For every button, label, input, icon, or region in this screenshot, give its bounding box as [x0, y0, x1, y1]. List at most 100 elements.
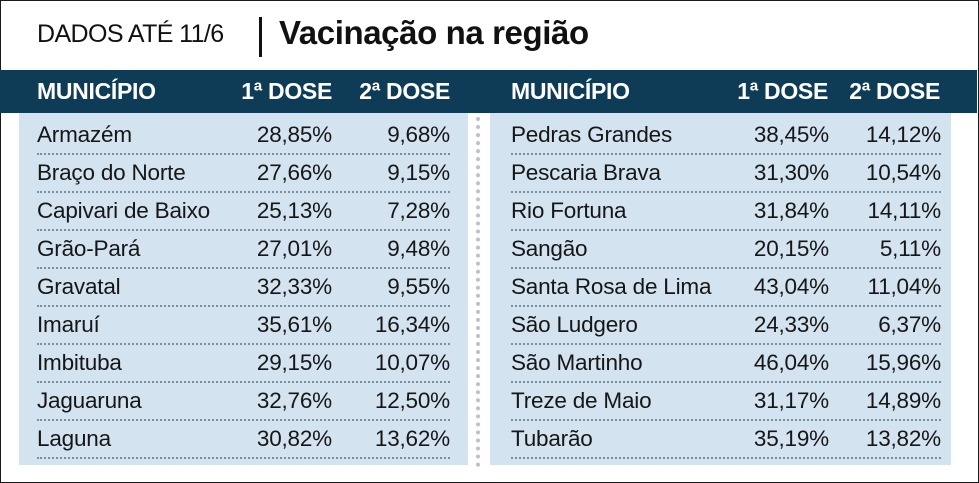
column-separator	[476, 117, 480, 467]
municipio-cell: Jaguaruna	[37, 388, 142, 413]
table-row: São Ludgero 24,33% 6,37%	[511, 307, 941, 345]
dose2-cell: 16,34%	[374, 312, 450, 337]
dose2-cell: 7,28%	[387, 198, 450, 223]
row-divider	[511, 457, 941, 459]
row-divider	[37, 305, 450, 307]
dose2-cell: 11,04%	[867, 274, 942, 299]
dose1-cell: 31,84%	[753, 198, 829, 223]
table-row: Braço do Norte 27,66% 9,15%	[37, 155, 450, 193]
row-divider	[37, 229, 450, 231]
row-divider	[37, 419, 450, 421]
row-divider	[511, 305, 941, 307]
municipio-cell: Santa Rosa de Lima	[511, 274, 712, 299]
dose2-cell: 9,55%	[387, 274, 450, 299]
municipio-cell: Capivari de Baixo	[37, 198, 210, 223]
dose1-cell: 27,01%	[256, 236, 332, 261]
municipio-cell: Tubarão	[511, 426, 593, 451]
row-divider	[37, 153, 450, 155]
row-divider	[37, 457, 450, 459]
dose2-cell: 13,62%	[374, 426, 450, 451]
dose2-cell: 12,50%	[374, 388, 450, 413]
municipio-cell: Imaruí	[37, 312, 100, 337]
column-header-dose2-right: 2ª DOSE	[849, 78, 940, 104]
infographic-header: DADOS ATÉ 11/6 Vacinação na região	[0, 0, 977, 70]
dose2-cell: 9,15%	[387, 160, 450, 185]
municipio-cell: Laguna	[37, 426, 111, 451]
dose2-cell: 9,48%	[387, 236, 450, 261]
column-header-municipio-right: MUNICÍPIO	[511, 78, 630, 104]
municipio-cell: Gravatal	[37, 274, 121, 299]
dose2-cell: 10,07%	[374, 350, 450, 375]
table-row: Grão-Pará 27,01% 9,48%	[37, 231, 450, 269]
table-row: Pescaria Brava 31,30% 10,54%	[511, 155, 941, 193]
dose2-cell: 6,37%	[878, 312, 941, 337]
table-row: São Martinho 46,04% 15,96%	[511, 345, 941, 383]
table-row: Rio Fortuna 31,84% 14,11%	[511, 193, 941, 231]
dose1-cell: 32,33%	[256, 274, 332, 299]
table-row: Treze de Maio 31,17% 14,89%	[511, 383, 941, 421]
dose1-cell: 31,17%	[753, 388, 829, 413]
dose1-cell: 24,33%	[753, 312, 829, 337]
row-divider	[37, 381, 450, 383]
dose2-cell: 14,12%	[865, 122, 941, 147]
row-divider	[37, 343, 450, 345]
column-header-dose1-left: 1ª DOSE	[241, 78, 332, 104]
municipio-cell: Braço do Norte	[37, 160, 186, 185]
dose2-cell: 13,82%	[865, 426, 941, 451]
dose1-cell: 30,82%	[256, 426, 332, 451]
column-header-municipio-left: MUNICÍPIO	[37, 78, 156, 104]
row-divider	[511, 381, 941, 383]
municipio-cell: São Ludgero	[511, 312, 638, 337]
header-divider	[259, 17, 262, 57]
table-panel-right	[490, 113, 951, 465]
dose1-cell: 35,61%	[256, 312, 332, 337]
column-header-dose2-left: 2ª DOSE	[359, 78, 450, 104]
table-row: Tubarão 35,19% 13,82%	[511, 421, 941, 459]
municipio-cell: Pescaria Brava	[511, 160, 661, 185]
dose2-cell: 14,89%	[865, 388, 941, 413]
table-row: Sangão 20,15% 5,11%	[511, 231, 941, 269]
dose1-cell: 35,19%	[753, 426, 829, 451]
municipio-cell: Imbituba	[37, 350, 122, 375]
date-label: DADOS ATÉ 11/6	[37, 20, 224, 48]
dose2-cell: 15,96%	[865, 350, 941, 375]
table-row: Pedras Grandes 38,45% 14,12%	[511, 117, 941, 155]
table-row: Jaguaruna 32,76% 12,50%	[37, 383, 450, 421]
column-header-dose1-right: 1ª DOSE	[737, 78, 828, 104]
municipio-cell: Treze de Maio	[511, 388, 652, 413]
municipio-cell: São Martinho	[511, 350, 643, 375]
row-divider	[511, 229, 941, 231]
dose1-cell: 27,66%	[256, 160, 332, 185]
table-row: Laguna 30,82% 13,62%	[37, 421, 450, 459]
table-row: Santa Rosa de Lima 43,04% 11,04%	[511, 269, 941, 307]
dose1-cell: 31,30%	[753, 160, 829, 185]
row-divider	[511, 419, 941, 421]
page-title: Vacinação na região	[279, 14, 589, 51]
dose1-cell: 43,04%	[753, 274, 829, 299]
table-row: Imbituba 29,15% 10,07%	[37, 345, 450, 383]
dose2-cell: 5,11%	[879, 236, 941, 261]
municipio-cell: Grão-Pará	[37, 236, 141, 261]
table-row: Imaruí 35,61% 16,34%	[37, 307, 450, 345]
row-divider	[511, 191, 941, 193]
dose1-cell: 29,15%	[256, 350, 332, 375]
table-row: Capivari de Baixo 25,13% 7,28%	[37, 193, 450, 231]
dose1-cell: 46,04%	[753, 350, 829, 375]
dose1-cell: 32,76%	[256, 388, 332, 413]
dose1-cell: 38,45%	[753, 122, 829, 147]
dose1-cell: 28,85%	[256, 122, 332, 147]
dose2-cell: 14,11%	[867, 198, 942, 223]
table-row: Gravatal 32,33% 9,55%	[37, 269, 450, 307]
row-divider	[37, 267, 450, 269]
row-divider	[511, 153, 941, 155]
row-divider	[511, 267, 941, 269]
municipio-cell: Sangão	[511, 236, 588, 261]
table-header-bar: MUNICÍPIO 1ª DOSE 2ª DOSE MUNICÍPIO 1ª D…	[0, 70, 977, 113]
table-row: Armazém 28,85% 9,68%	[37, 117, 450, 155]
dose1-cell: 20,15%	[753, 236, 829, 261]
row-divider	[511, 343, 941, 345]
row-divider	[37, 191, 450, 193]
municipio-cell: Rio Fortuna	[511, 198, 627, 223]
dose1-cell: 25,13%	[256, 198, 332, 223]
dose2-cell: 9,68%	[387, 122, 450, 147]
